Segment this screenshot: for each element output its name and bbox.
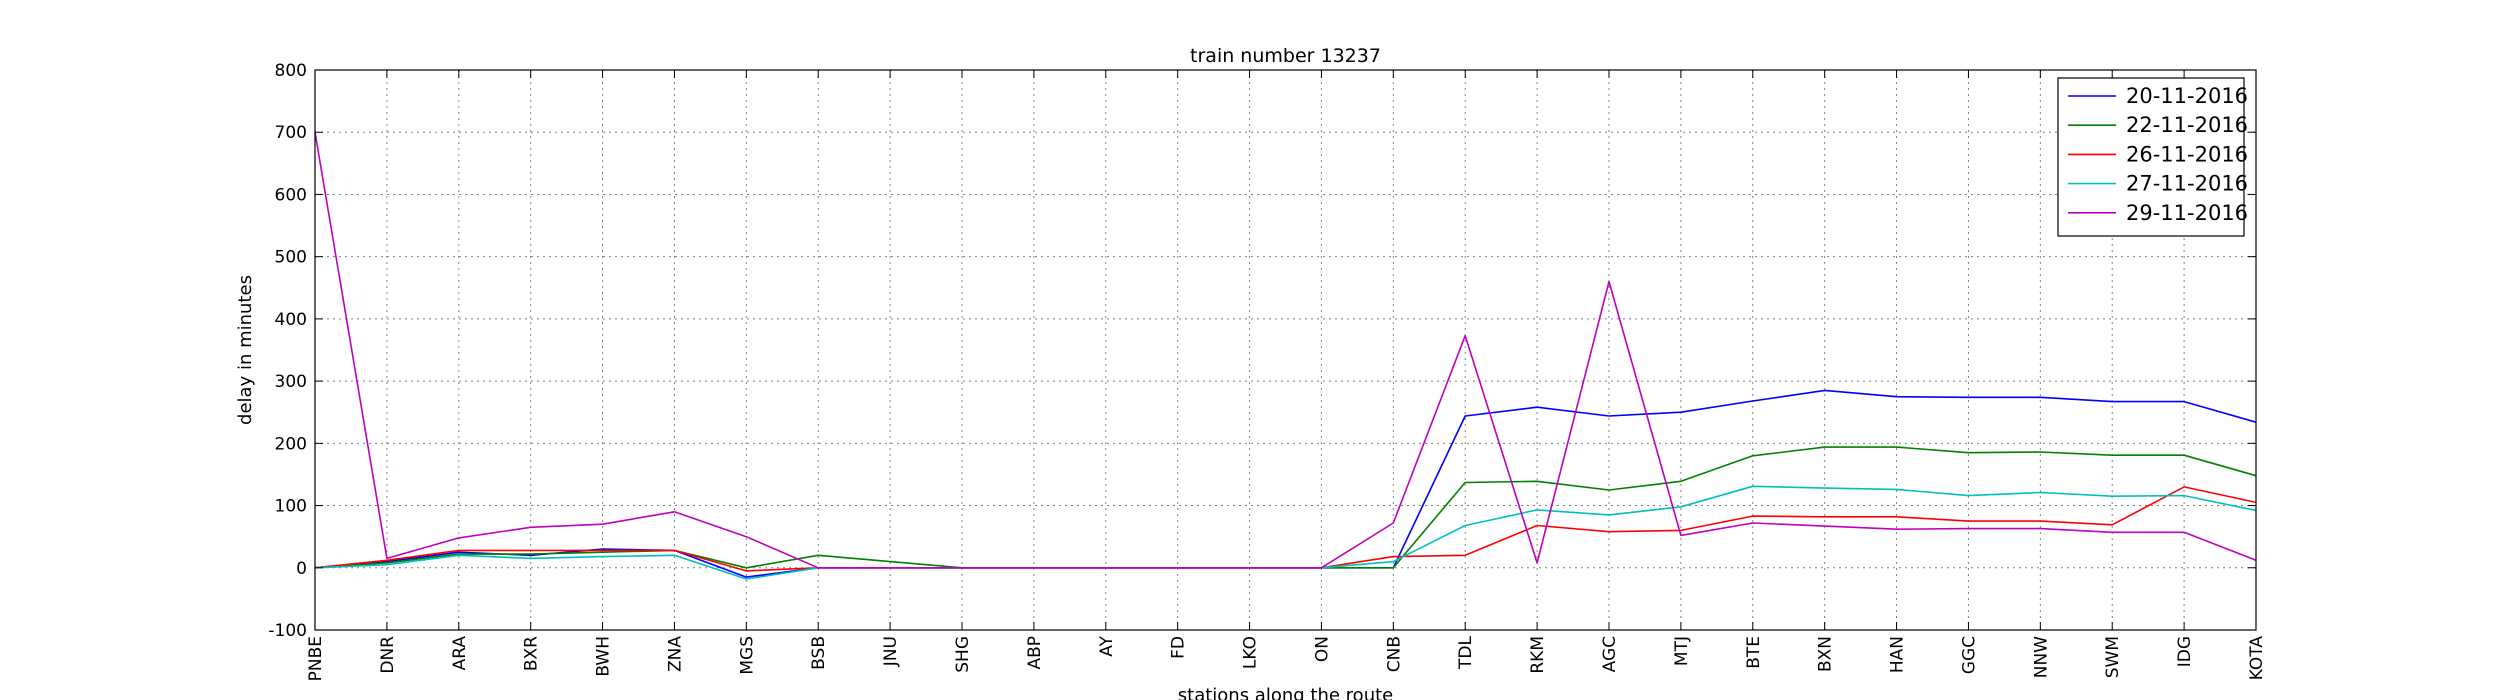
y-tick-label: 600 [275,185,307,205]
legend: 20-11-2016 22-11-2016 26-11-2016 27-11-2016… [2057,77,2248,237]
x-axis-ticks: PNBE DNR ARA BXR BWH ZNA MGS BSB JNU SHG ABP AY FD LK… [306,70,2267,681]
x-tick-label: MGS [737,636,757,675]
y-tick-label: 800 [275,61,307,81]
x-tick-label: IDG [2175,636,2195,667]
x-tick-label: DNR [378,636,398,674]
x-tick-label: PNBE [306,636,326,681]
x-tick-label: LKO [1241,636,1261,669]
x-tick-label: BWH [594,636,614,677]
x-tick-label: BSB [809,636,829,670]
x-tick-label: BTE [1744,636,1764,669]
y-tick-label: 500 [275,248,307,268]
x-tick-label: GGC [1959,636,1979,674]
x-tick-label: HAN [1888,636,1908,673]
x-tick-label: ZNA [665,636,685,672]
plot-frame [314,69,2257,631]
x-tick-label: ARA [450,636,470,671]
chart-title: train number 13237 [1190,45,1381,67]
y-tick-label: 400 [275,310,307,330]
x-axis-label: stations along the route [1178,685,1393,700]
legend-label-4: 27-11-2016 [2126,172,2248,196]
y-tick-label: 100 [275,497,307,517]
x-tick-label: FD [1169,636,1189,659]
x-tick-label: CNB [1384,636,1404,672]
x-tick-label: SWM [2103,636,2123,678]
x-tick-label: BXR [522,636,542,671]
legend-label-2: 22-11-2016 [2126,113,2248,137]
x-tick-label: ON [1312,636,1332,662]
x-tick-label: JNU [881,636,901,667]
y-tick-label: 700 [275,123,307,143]
y-tick-label: 200 [275,434,307,454]
x-tick-label: MTJ [1672,636,1692,666]
x-tick-label: TDL [1456,635,1476,669]
x-tick-label: BXN [1816,636,1836,672]
y-axis-label: delay in minutes [235,275,256,425]
series-lines [314,132,2257,580]
x-tick-label: AY [1097,635,1117,656]
x-tick-label: AGC [1600,636,1620,672]
series-line-5 [314,132,2257,569]
y-tick-label: 0 [296,559,307,579]
y-axis-ticks: -100 0 100 200 300 400 500 600 700 800 [268,61,2256,641]
legend-label-5: 29-11-2016 [2126,201,2248,225]
legend-label-3: 26-11-2016 [2126,142,2248,166]
x-tick-label: RKM [1528,636,1548,674]
x-tick-label: KOTA [2247,636,2267,681]
x-tick-label: SHG [953,636,973,673]
x-tick-label: NNW [2031,636,2051,678]
x-tick-label: ABP [1025,636,1045,670]
y-tick-label: 300 [275,372,307,392]
legend-label-1: 20-11-2016 [2126,84,2248,108]
legend-box [2057,77,2245,237]
y-tick-label: -100 [268,621,307,641]
